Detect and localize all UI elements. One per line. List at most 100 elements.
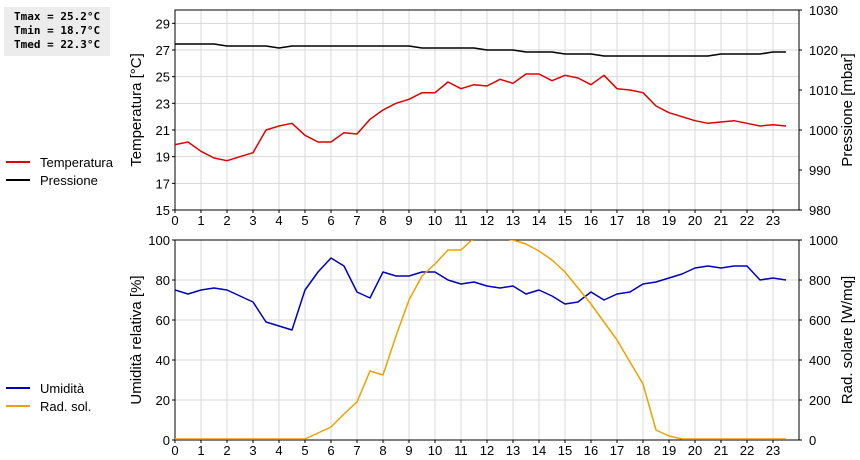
y-right-tick-label: 1000 [809,123,838,138]
legend-bottom: Umidità Rad. sol. [6,379,91,415]
x-tick-label: 13 [506,443,520,458]
x-tick-label: 18 [636,213,650,228]
x-tick-label: 8 [379,443,386,458]
legend-item-pressione: Pressione [6,171,113,189]
y-left-tick-label: 17 [156,176,170,191]
y-right-tick-label: 0 [809,433,816,448]
tmed-text: Tmed = 22.3°C [14,38,101,51]
y-right-tick-label: 1030 [809,3,838,18]
x-tick-label: 14 [532,213,546,228]
x-tick-label: 5 [301,443,308,458]
x-tick-label: 22 [740,213,754,228]
y-left-tick-label: 25 [156,70,170,85]
x-tick-label: 7 [353,213,360,228]
y-right-tick-label: 980 [809,203,831,218]
x-tick-label: 14 [532,443,546,458]
y-left-tick-label: 80 [156,273,170,288]
legend-item-radsol: Rad. sol. [6,397,91,415]
legend-top: Temperatura Pressione [6,153,113,189]
legend-item-temperatura: Temperatura [6,153,113,171]
legend-swatch [6,161,30,163]
x-tick-label: 9 [405,443,412,458]
x-tick-label: 1 [197,443,204,458]
y-right-tick-label: 800 [809,273,831,288]
x-tick-label: 16 [584,213,598,228]
x-tick-label: 20 [688,213,702,228]
x-tick-label: 13 [506,213,520,228]
y-left-tick-label: 0 [163,433,170,448]
x-tick-label: 20 [688,443,702,458]
y-left-tick-label: 100 [148,233,170,248]
legend-swatch [6,387,30,389]
x-tick-label: 16 [584,443,598,458]
series-line-rad-sol- [175,240,786,440]
y-left-tick-label: 20 [156,393,170,408]
x-tick-label: 10 [428,443,442,458]
x-tick-label: 18 [636,443,650,458]
y-left-tick-label: 60 [156,313,170,328]
x-tick-label: 3 [249,213,256,228]
y-right-tick-label: 1020 [809,43,838,58]
y-left-tick-label: 29 [156,16,170,31]
x-tick-label: 21 [714,213,728,228]
y-left-tick-label: 23 [156,96,170,111]
chart-panel-2: 0 1 2 3 4 5 6 7 8 9 10 11 12 13 14 15 16 17 18 19 20 21 22 2302… [128,233,856,458]
legend-swatch [6,179,30,181]
x-tick-label: 19 [662,213,676,228]
series-line-pressione [175,43,786,57]
tmin-text: Tmin = 18.7°C [14,24,101,37]
y-left-tick-label: 40 [156,353,170,368]
series-line-temperatura [175,73,787,162]
y-right-tick-label: 200 [809,393,831,408]
y-right-tick-label: 400 [809,353,831,368]
x-tick-label: 6 [327,443,334,458]
series-line-umidit- [175,257,787,331]
y-right-tick-label: 600 [809,313,831,328]
x-tick-label: 22 [740,443,754,458]
y-left-tick-label: 27 [156,43,170,58]
legend-label: Rad. sol. [40,398,92,414]
x-tick-label: 1 [197,213,204,228]
y-right-tick-label: 990 [809,163,831,178]
x-tick-label: 23 [766,443,780,458]
x-tick-label: 17 [610,443,624,458]
x-tick-label: 3 [249,443,256,458]
x-tick-label: 9 [405,213,412,228]
x-tick-label: 11 [454,443,468,458]
x-tick-label: 6 [327,213,334,228]
chart-panel-1: 0 1 2 3 4 5 6 7 8 9 10 11 12 13 14 15 16 17 18 19 20 21 22 2315… [128,3,856,228]
x-tick-label: 2 [223,443,230,458]
x-tick-label: 11 [454,213,468,228]
y-left-axis-title: Temperatura [°C] [128,53,145,167]
x-tick-label: 15 [558,443,572,458]
x-tick-label: 7 [353,443,360,458]
legend-label: Pressione [40,172,98,188]
x-tick-label: 12 [480,213,494,228]
y-left-tick-label: 21 [156,123,170,138]
y-right-axis-title: Pressione [mbar] [839,53,856,166]
y-right-tick-label: 1000 [809,233,838,248]
y-right-tick-label: 1010 [809,83,838,98]
y-right-axis-title: Rad. solare [W/mq] [839,276,856,404]
y-left-tick-label: 19 [156,150,170,165]
legend-swatch [6,405,30,407]
x-tick-label: 2 [223,213,230,228]
y-left-axis-title: Umidità relativa [%] [128,275,145,404]
x-tick-label: 0 [171,443,178,458]
x-tick-label: 4 [275,213,282,228]
x-tick-label: 15 [558,213,572,228]
x-tick-label: 4 [275,443,282,458]
x-tick-label: 5 [301,213,308,228]
x-tick-label: 10 [428,213,442,228]
x-tick-label: 8 [379,213,386,228]
legend-label: Umidità [40,380,85,396]
x-tick-label: 0 [171,213,178,228]
x-tick-label: 23 [766,213,780,228]
x-tick-label: 19 [662,443,676,458]
legend-label: Temperatura [40,154,113,170]
x-tick-label: 12 [480,443,494,458]
stats-box: Tmax = 25.2°C Tmin = 18.7°C Tmed = 22.3°… [4,7,110,56]
legend-item-umidita: Umidità [6,379,91,397]
x-tick-label: 21 [714,443,728,458]
